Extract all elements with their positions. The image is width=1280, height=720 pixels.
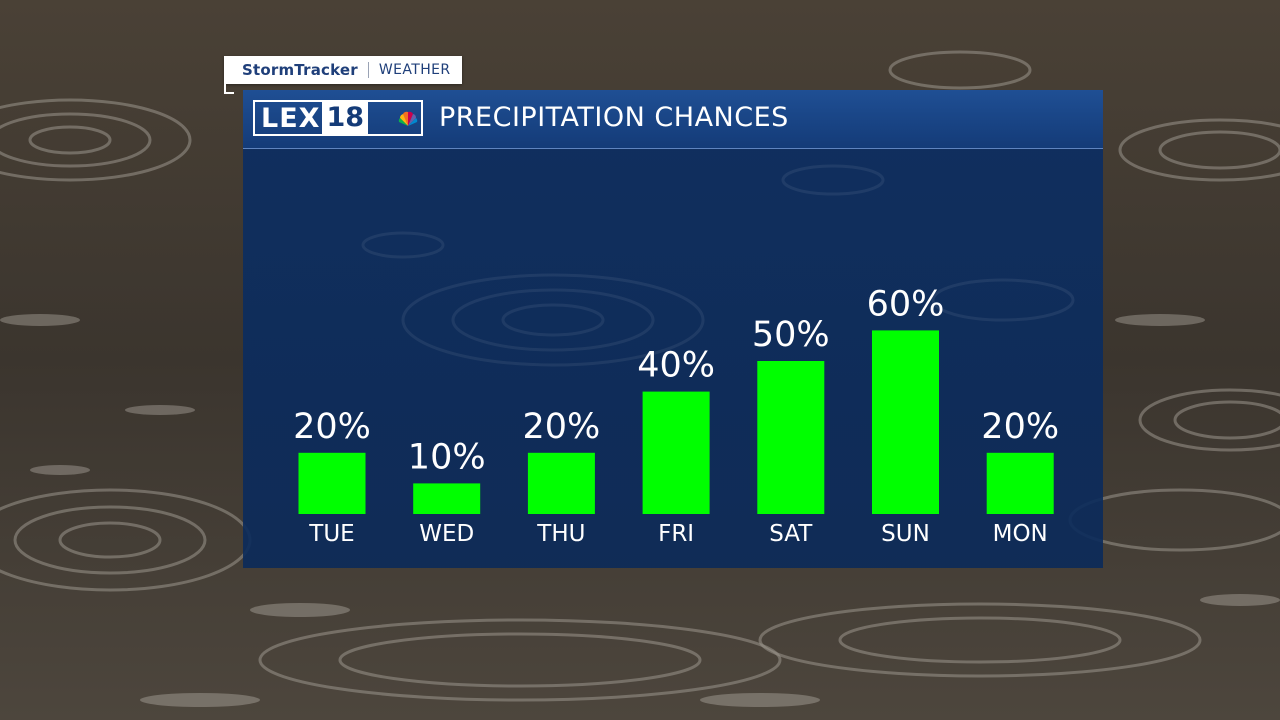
value-label-sun: 60% [867,284,945,324]
category-label-tue: TUE [308,521,354,547]
value-label-sat: 50% [752,315,830,355]
category-label-wed: WED [419,521,474,547]
category-label-mon: MON [993,521,1048,547]
bar-mon [986,452,1054,514]
precipitation-bar-chart: 20% 10% 20% 40% 50% 60% 20% TUE WED THU FRI SAT SUN… [293,284,1059,547]
category-label-thu: THU [536,521,585,547]
chart-title: PRECIPITATION CHANCES [439,102,789,133]
tag-corner-bracket [224,84,234,94]
value-label-thu: 20% [523,407,601,447]
value-label-wed: 10% [408,437,486,477]
panel-water-texture [361,164,1075,367]
tag-divider [367,62,369,78]
bar-thu [527,452,595,514]
bar-tue [298,452,366,514]
bar-fri [642,391,710,514]
logo-text: LEX [261,102,321,134]
bar-sun [872,330,939,514]
lex18-logo: LEX 18 [253,100,423,136]
forecast-panel: LEX 18 PRECIPITATION CHANCES 20% 10% 20% 40… [243,90,1103,568]
bar-wed [413,483,481,514]
panel-header: LEX 18 PRECIPITATION CHANCES [243,90,1103,149]
stormtracker-brand: StormTracker [242,61,358,79]
value-label-fri: 40% [637,346,715,386]
tag-section-label: WEATHER [378,62,451,78]
logo-number: 18 [322,102,369,134]
bar-sat [757,361,825,514]
value-label-tue: 20% [293,407,371,447]
category-label-fri: FRI [658,521,694,547]
category-label-sat: SAT [769,521,813,547]
category-label-sun: SUN [881,521,930,547]
stormtracker-tag: StormTracker WEATHER [224,56,462,84]
peacock-icon [398,111,418,126]
value-label-mon: 20% [981,407,1059,447]
